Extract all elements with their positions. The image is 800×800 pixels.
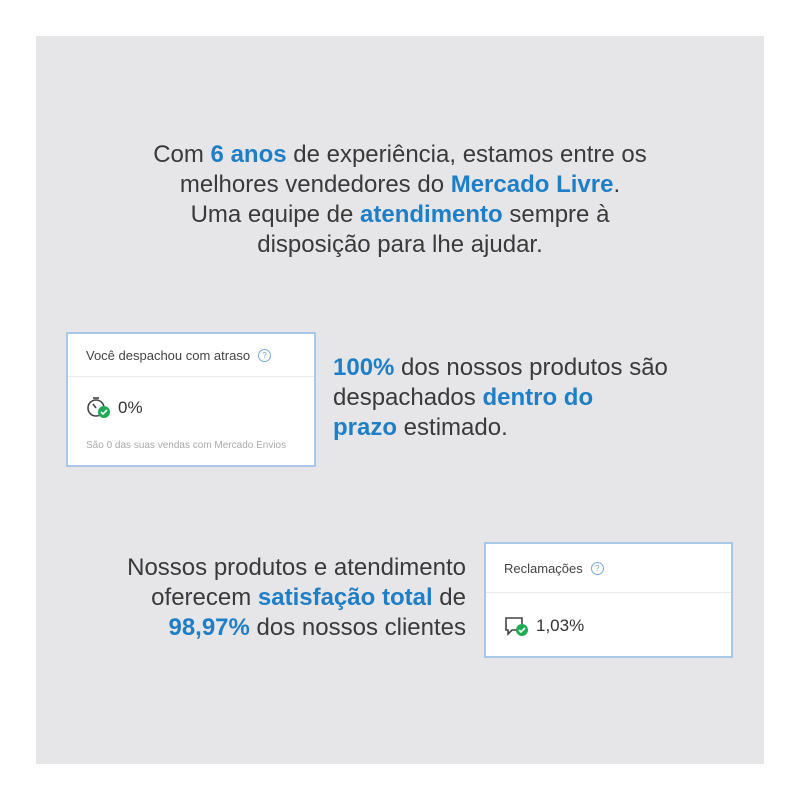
highlight-text: atendimento bbox=[360, 201, 503, 228]
chat-check-icon bbox=[505, 617, 528, 636]
satisfaction-text: Nossos produtos e atendimento oferecem sa… bbox=[60, 553, 466, 643]
highlight-text: dentro do bbox=[482, 384, 594, 411]
headline: Com 6 anos de experiência, estamos entre… bbox=[0, 140, 800, 260]
stopwatch-check-icon bbox=[87, 397, 110, 418]
text-segment: Com bbox=[153, 141, 211, 168]
highlight-text: 98,97% bbox=[168, 614, 250, 641]
delay-value: 0% bbox=[118, 398, 143, 417]
highlight-text: prazo bbox=[333, 414, 398, 441]
card-header: Você despachou com atraso ? bbox=[68, 334, 314, 377]
shipping-text: 100% dos nossos produtos são despachados … bbox=[333, 353, 753, 443]
claims-value: 1,03% bbox=[536, 616, 585, 635]
text-segment: Uma equipe de bbox=[190, 201, 361, 228]
highlight-text: satisfação total bbox=[257, 584, 433, 611]
card-title: Reclamações bbox=[504, 560, 583, 576]
text-segment: de bbox=[432, 584, 466, 611]
card-title: Você despachou com atraso bbox=[86, 347, 251, 363]
card-header: Reclamações ? bbox=[486, 544, 731, 593]
delay-note: São 0 das suas vendas com Mercado Envios bbox=[86, 440, 287, 451]
help-circle-icon[interactable]: ? bbox=[590, 561, 604, 575]
text-segment: dos nossos produtos são bbox=[394, 354, 668, 381]
text-segment: oferecem bbox=[151, 584, 258, 611]
text-segment: de experiência, estamos entre os bbox=[286, 141, 647, 168]
text-segment: estimado. bbox=[397, 414, 508, 441]
claims-card: Reclamações ? 1,03% bbox=[484, 542, 733, 658]
text-segment: . bbox=[613, 171, 621, 198]
highlight-text: Mercado Livre bbox=[450, 171, 614, 198]
highlight-text: 6 anos bbox=[210, 141, 287, 168]
text-segment: sempre à bbox=[502, 201, 610, 228]
delay-card: Você despachou com atraso ? 0% São 0 das… bbox=[66, 332, 316, 467]
text-segment: despachados bbox=[333, 384, 483, 411]
text-segment: Nossos produtos e atendimento bbox=[127, 554, 466, 581]
text-segment: melhores vendedores do bbox=[179, 171, 451, 198]
text-segment: dos nossos clientes bbox=[249, 614, 466, 641]
help-circle-icon[interactable]: ? bbox=[258, 348, 272, 362]
text-segment: disposição para lhe ajudar. bbox=[257, 231, 543, 258]
highlight-text: 100% bbox=[333, 354, 395, 381]
